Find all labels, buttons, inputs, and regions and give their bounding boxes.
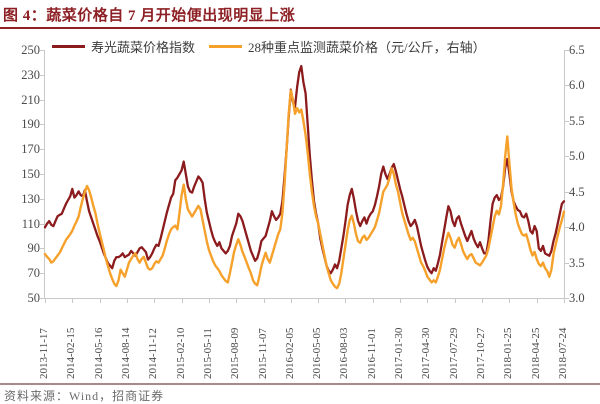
y-axis-label-left: 110 bbox=[21, 216, 40, 231]
series-monitored-line bbox=[43, 89, 566, 290]
legend-line-swatch-red bbox=[52, 45, 85, 48]
y-axis-label-left: 70 bbox=[27, 266, 41, 281]
bottom-axis-tick bbox=[427, 299, 429, 303]
x-axis-label: 2016-05-05 bbox=[311, 327, 324, 379]
left-axis-tick bbox=[40, 248, 44, 250]
bottom-axis-tick bbox=[345, 299, 347, 303]
bottom-axis-tick bbox=[45, 299, 46, 303]
source-divider bbox=[0, 383, 600, 385]
bottom-axis-line bbox=[44, 298, 565, 299]
legend-line-swatch-orange bbox=[209, 45, 243, 48]
y-axis-label-right: 3.0 bbox=[569, 291, 585, 305]
bottom-axis-tick bbox=[72, 299, 74, 303]
bottom-axis-tick bbox=[564, 299, 565, 303]
y-axis-label-left: 130 bbox=[21, 191, 40, 206]
right-axis-tick bbox=[565, 262, 569, 264]
y-axis-label-right: 5.0 bbox=[569, 149, 585, 164]
x-axis-label: 2018-07-24 bbox=[557, 327, 569, 379]
legend-label: 28种重点监测蔬菜价格（元/公斤，右轴） bbox=[248, 40, 486, 55]
bottom-axis-tick bbox=[126, 299, 128, 303]
bottom-axis-tick bbox=[509, 299, 511, 303]
right-axis-tick bbox=[565, 120, 569, 122]
source-note: 资料来源：Wind，招商证券 bbox=[4, 389, 165, 403]
x-axis-label: 2015-08-09 bbox=[229, 327, 242, 379]
y-axis-label-right: 6.0 bbox=[569, 78, 585, 93]
left-axis-tick bbox=[40, 273, 44, 275]
left-axis-tick bbox=[40, 74, 44, 76]
bottom-axis-tick bbox=[482, 299, 484, 303]
x-axis-label: 2014-05-16 bbox=[92, 327, 105, 379]
x-axis-label: 2018-04-25 bbox=[529, 327, 542, 379]
bottom-axis-tick bbox=[208, 299, 210, 303]
y-axis-label-right: 6.5 bbox=[569, 43, 585, 57]
right-axis-tick bbox=[565, 50, 569, 51]
left-axis-tick bbox=[40, 50, 44, 51]
x-axis-label: 2013-11-17 bbox=[38, 328, 50, 379]
left-axis-tick bbox=[40, 223, 44, 225]
bottom-axis-tick bbox=[99, 299, 101, 303]
x-axis-label: 2015-11-07 bbox=[256, 328, 269, 379]
y-axis-label-left: 170 bbox=[21, 142, 40, 157]
y-axis-label-left: 210 bbox=[21, 92, 40, 107]
left-axis-line bbox=[44, 50, 45, 299]
bottom-axis-tick bbox=[372, 299, 374, 303]
x-axis-label: 2016-08-03 bbox=[338, 327, 351, 379]
x-axis-label: 2018-01-25 bbox=[502, 327, 515, 379]
y-axis-label-left: 230 bbox=[21, 67, 40, 82]
left-axis-tick bbox=[40, 99, 44, 101]
chart-plot-area bbox=[43, 64, 566, 290]
y-axis-label-right: 5.5 bbox=[569, 113, 585, 128]
y-axis-label-right: 4.5 bbox=[569, 184, 585, 199]
x-axis-label: 2014-02-15 bbox=[65, 327, 78, 379]
figure-title: 图 4：蔬菜价格自 7 月开始便出现明显上涨 bbox=[3, 8, 296, 24]
x-axis-label: 2016-11-01 bbox=[365, 328, 378, 379]
right-axis-tick bbox=[565, 298, 569, 299]
bottom-axis-tick bbox=[400, 299, 402, 303]
bottom-axis-tick bbox=[318, 299, 320, 303]
bottom-axis-tick bbox=[263, 299, 265, 303]
y-axis-label-left: 150 bbox=[21, 167, 40, 181]
right-axis-line bbox=[564, 50, 565, 299]
y-axis-label-left: 190 bbox=[21, 117, 40, 132]
right-axis-tick bbox=[565, 85, 569, 87]
bottom-axis-tick bbox=[154, 299, 156, 303]
x-axis-label: 2014-11-12 bbox=[147, 328, 160, 379]
bottom-axis-tick bbox=[290, 299, 292, 303]
y-axis-label-left: 90 bbox=[27, 241, 41, 256]
bottom-axis-tick bbox=[454, 299, 456, 303]
y-axis-label-left: 250 bbox=[21, 43, 40, 57]
bottom-axis-tick bbox=[236, 299, 238, 303]
x-axis-label: 2017-04-30 bbox=[420, 327, 433, 379]
series-shouguang-line bbox=[43, 64, 566, 275]
y-axis-label-left: 50 bbox=[27, 291, 41, 305]
left-axis-tick bbox=[40, 149, 44, 151]
y-axis-label-right: 4.0 bbox=[569, 220, 585, 235]
legend: 寿光蔬菜价格指数 28种重点监测蔬菜价格（元/公斤，右轴） bbox=[52, 37, 486, 56]
y-axis-label-right: 3.5 bbox=[569, 255, 585, 270]
right-axis-tick bbox=[565, 191, 569, 193]
legend-item-shouguang: 寿光蔬菜价格指数 bbox=[52, 37, 195, 56]
x-axis-label: 2017-07-29 bbox=[447, 327, 460, 379]
title-divider bbox=[0, 27, 600, 29]
x-axis-label: 2017-01-30 bbox=[393, 327, 406, 379]
x-axis-label: 2015-05-11 bbox=[201, 328, 214, 379]
x-axis-label: 2014-08-14 bbox=[119, 327, 132, 379]
legend-item-monitored: 28种重点监测蔬菜价格（元/公斤，右轴） bbox=[209, 37, 486, 56]
left-axis-tick bbox=[40, 124, 44, 126]
x-axis-label: 2016-02-05 bbox=[283, 327, 296, 379]
right-axis-tick bbox=[565, 227, 569, 229]
legend-label: 寿光蔬菜价格指数 bbox=[91, 40, 196, 55]
left-axis-tick bbox=[40, 174, 44, 175]
bottom-axis-tick bbox=[536, 299, 538, 303]
bottom-axis-tick bbox=[181, 299, 183, 303]
right-axis-tick bbox=[565, 156, 569, 158]
x-axis-label: 2017-10-27 bbox=[475, 327, 488, 379]
left-axis-tick bbox=[40, 198, 44, 200]
left-axis-tick bbox=[40, 298, 44, 299]
x-axis-label: 2015-02-10 bbox=[174, 327, 187, 379]
